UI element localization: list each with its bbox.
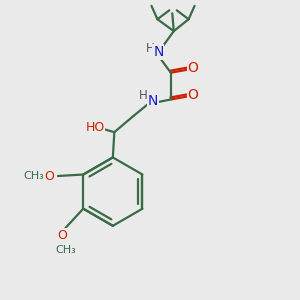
- Text: CH₃: CH₃: [23, 171, 44, 181]
- Text: O: O: [45, 169, 55, 182]
- Text: O: O: [58, 229, 68, 242]
- Text: N: N: [148, 94, 158, 108]
- Text: O: O: [188, 88, 199, 102]
- Text: CH₃: CH₃: [55, 245, 76, 255]
- Text: H: H: [146, 42, 154, 55]
- Text: HO: HO: [85, 121, 105, 134]
- Text: O: O: [188, 61, 199, 75]
- Text: N: N: [153, 45, 164, 59]
- Text: H: H: [139, 89, 148, 102]
